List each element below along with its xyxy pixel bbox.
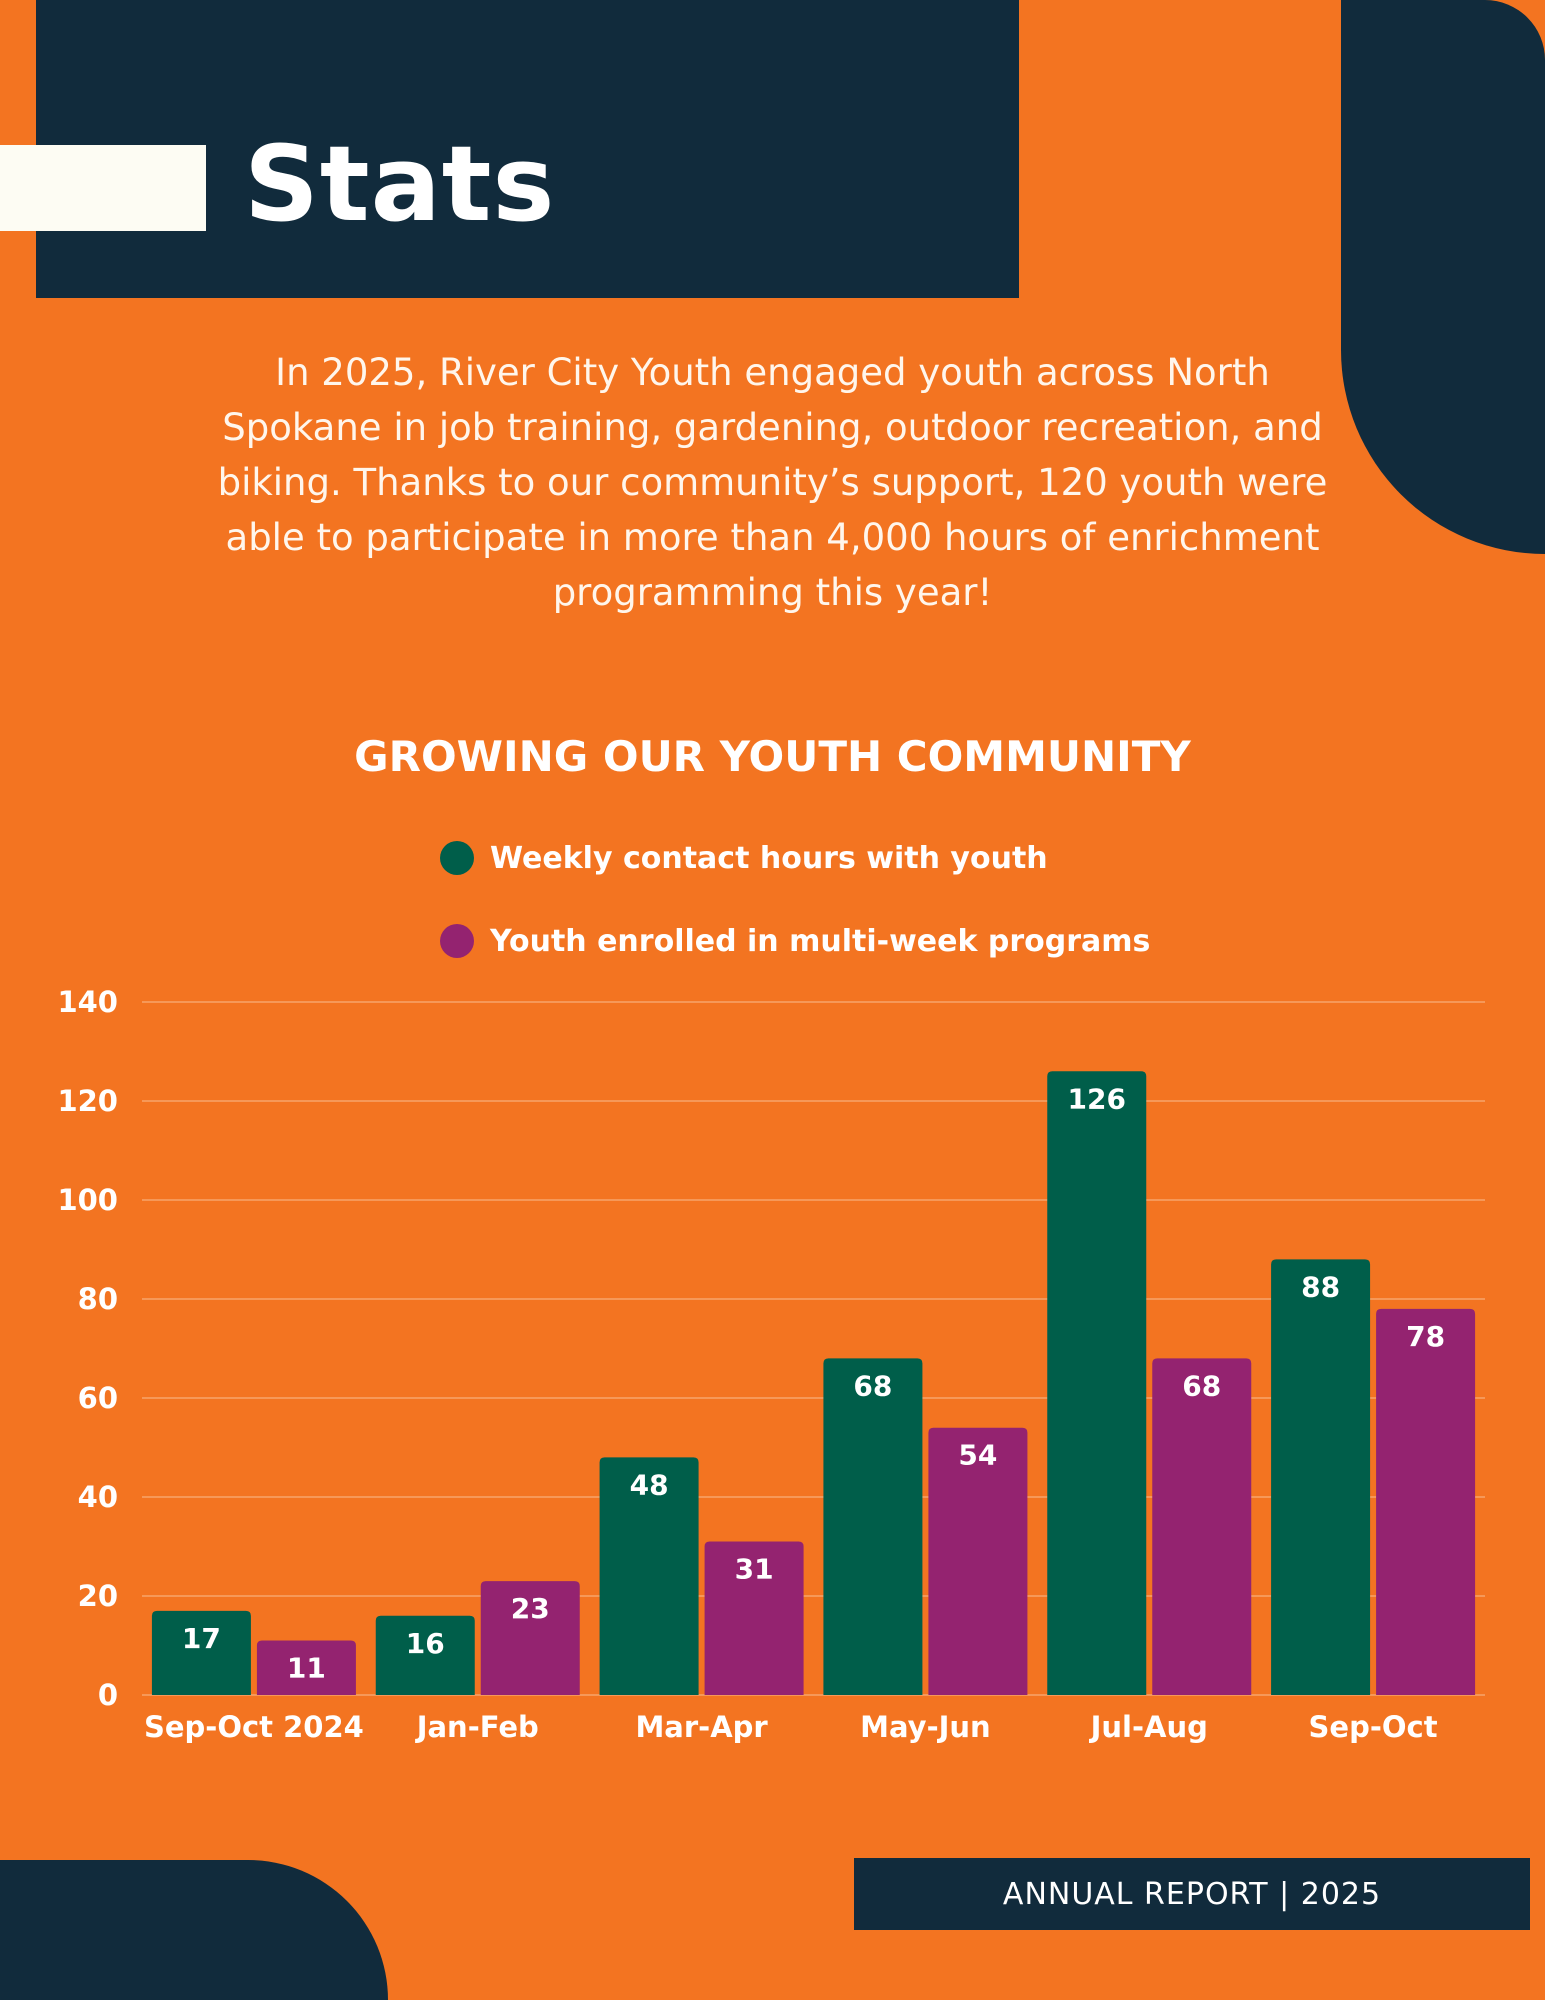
y-tick-label: 60 xyxy=(78,1381,118,1415)
bar xyxy=(928,1427,1028,1695)
x-tick-label: Jul-Aug xyxy=(1089,1710,1208,1744)
bar xyxy=(1152,1358,1252,1695)
decorative-shape-top-right xyxy=(1341,0,1545,554)
decorative-shape-bottom-left xyxy=(0,1860,388,2000)
y-tick-label: 80 xyxy=(78,1282,118,1316)
data-label: 88 xyxy=(1301,1270,1340,1303)
data-label: 68 xyxy=(853,1369,892,1402)
legend-item-contact-hours: Weekly contact hours with youth xyxy=(440,840,1048,876)
bar xyxy=(1376,1308,1476,1695)
bar xyxy=(704,1541,804,1695)
title-accent-bar xyxy=(0,145,206,231)
data-label: 68 xyxy=(1182,1369,1221,1402)
bar xyxy=(1271,1259,1371,1695)
x-tick-label: May-Jun xyxy=(860,1710,991,1744)
data-label: 78 xyxy=(1406,1320,1445,1353)
x-tick-label: Mar-Apr xyxy=(635,1710,768,1744)
data-label: 17 xyxy=(182,1622,221,1655)
data-label: 54 xyxy=(958,1439,997,1472)
footer-label: ANNUAL REPORT | 2025 xyxy=(854,1858,1530,1930)
bar xyxy=(823,1358,923,1695)
bar xyxy=(375,1615,475,1695)
x-tick-label: Sep-Oct 2024 xyxy=(144,1710,364,1744)
y-tick-label: 100 xyxy=(57,1183,118,1217)
legend-dot-purple-icon xyxy=(440,924,474,958)
data-label: 126 xyxy=(1068,1082,1126,1115)
x-tick-label: Sep-Oct xyxy=(1309,1710,1438,1744)
legend-item-youth-enrolled: Youth enrolled in multi-week programs xyxy=(440,923,1150,959)
legend-label-youth-enrolled: Youth enrolled in multi-week programs xyxy=(490,923,1151,959)
legend-dot-green-icon xyxy=(440,841,474,875)
bar xyxy=(480,1581,580,1695)
page-title: Stats xyxy=(244,123,556,245)
y-tick-label: 0 xyxy=(98,1678,118,1712)
chart-title: GROWING OUR YOUTH COMMUNITY xyxy=(354,732,1191,781)
legend-label-contact-hours: Weekly contact hours with youth xyxy=(490,840,1048,876)
data-label: 11 xyxy=(287,1652,326,1685)
data-label: 48 xyxy=(630,1468,669,1501)
intro-paragraph: In 2025, River City Youth engaged youth … xyxy=(217,351,1328,614)
y-tick-label: 40 xyxy=(78,1480,118,1514)
y-tick-label: 140 xyxy=(57,985,118,1019)
bar xyxy=(256,1640,356,1695)
bar xyxy=(1047,1071,1147,1695)
x-tick-label: Jan-Feb xyxy=(415,1710,539,1744)
y-tick-label: 20 xyxy=(78,1579,118,1613)
data-label: 23 xyxy=(511,1592,550,1625)
bar xyxy=(599,1457,699,1695)
data-label: 16 xyxy=(406,1627,445,1660)
y-tick-label: 120 xyxy=(57,1084,118,1118)
data-label: 31 xyxy=(735,1553,774,1586)
bar xyxy=(151,1610,251,1695)
